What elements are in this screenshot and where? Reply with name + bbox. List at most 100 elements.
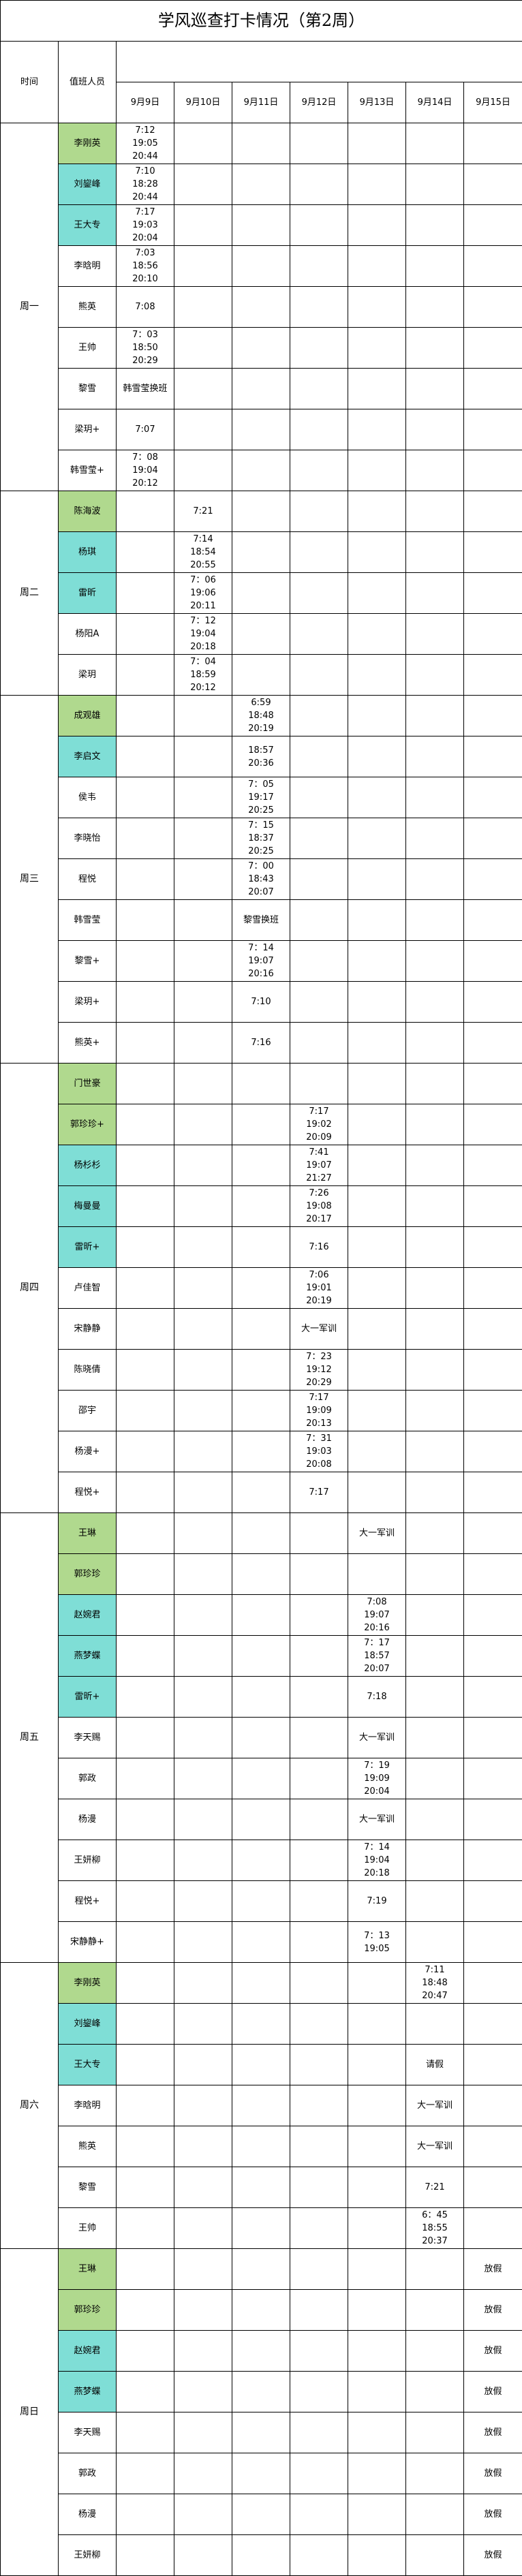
- staff-name-cell: 王帅: [58, 327, 117, 369]
- checkin-cell: [116, 2044, 174, 2085]
- checkin-cell: [232, 1431, 290, 1472]
- checkin-cell: [405, 2371, 464, 2412]
- staff-name-cell: 王大专: [58, 2044, 117, 2085]
- checkin-cell: [463, 1022, 522, 1064]
- table-row: 周一 李刚英 7:12 19:05 20:44: [0, 123, 522, 491]
- checkin-cell: [290, 1512, 348, 1554]
- checkin-cell: [348, 572, 406, 614]
- checkin-cell: [463, 2044, 522, 2085]
- checkin-cell: [174, 327, 232, 369]
- checkin-cell: [463, 572, 522, 614]
- checkin-cell: [405, 450, 464, 491]
- checkin-cell: 7：08 19:04 20:12: [116, 450, 174, 491]
- table-row: 程悦 7：00 18:43 20:07: [1, 858, 522, 900]
- checkin-cell: [232, 2289, 290, 2331]
- checkin-cell: [348, 2412, 406, 2453]
- header-blank-cell: [115, 41, 522, 82]
- checkin-cell: 请假: [405, 2044, 464, 2085]
- checkin-cell: [116, 1512, 174, 1554]
- checkin-cell: [348, 450, 406, 491]
- staff-name-cell: 王妍柳: [58, 2534, 117, 2576]
- checkin-cell: 7:06 19:01 20:19: [290, 1267, 348, 1309]
- checkin-cell: [405, 1431, 464, 1472]
- checkin-cell: [232, 1880, 290, 1922]
- weekday-cell: 周六: [0, 1962, 59, 2249]
- table-row: 郭政 放假: [1, 2453, 522, 2494]
- checkin-cell: [174, 2126, 232, 2167]
- checkin-cell: [116, 2085, 174, 2126]
- weekday-cell: 周三: [0, 695, 59, 1064]
- checkin-cell: [116, 818, 174, 859]
- checkin-cell: [116, 2003, 174, 2045]
- checkin-cell: [405, 531, 464, 573]
- checkin-cell: [116, 1390, 174, 1431]
- checkin-cell: [232, 613, 290, 655]
- checkin-cell: 大一军训: [348, 1512, 406, 1554]
- checkin-cell: [463, 1308, 522, 1350]
- checkin-cell: 放假: [463, 2412, 522, 2453]
- checkin-cell: [405, 1676, 464, 1718]
- checkin-cell: [463, 1226, 522, 1268]
- staff-header: 值班人员: [58, 41, 117, 123]
- staff-name-cell: 李天赐: [58, 1717, 117, 1758]
- checkin-cell: [463, 695, 522, 736]
- checkin-cell: [405, 491, 464, 532]
- checkin-cell: [463, 1185, 522, 1227]
- checkin-cell: [116, 1349, 174, 1391]
- checkin-cell: [405, 1308, 464, 1350]
- checkin-cell: [290, 613, 348, 655]
- checkin-cell: [174, 2003, 232, 2045]
- checkin-cell: [405, 286, 464, 328]
- checkin-cell: [116, 654, 174, 696]
- checkin-cell: [290, 450, 348, 491]
- table-row: 宋静静 大一军训: [1, 1308, 522, 1350]
- checkin-cell: [116, 1226, 174, 1268]
- checkin-cell: 7:17 19:09 20:13: [290, 1390, 348, 1431]
- checkin-cell: [174, 1962, 232, 2004]
- checkin-cell: [174, 1022, 232, 1064]
- checkin-cell: [463, 1594, 522, 1636]
- staff-name-cell: 雷昕+: [58, 1676, 117, 1718]
- checkin-cell: 7：00 18:43 20:07: [232, 858, 290, 900]
- checkin-cell: [232, 2330, 290, 2372]
- staff-name-cell: 门世豪: [58, 1063, 117, 1104]
- table-row: 赵婉君 7:08 19:07 20:16: [1, 1594, 522, 1636]
- checkin-cell: [348, 1185, 406, 1227]
- checkin-cell: [232, 2044, 290, 2085]
- checkin-cell: [232, 1145, 290, 1186]
- checkin-cell: [290, 695, 348, 736]
- checkin-cell: [348, 2003, 406, 2045]
- checkin-cell: [116, 1431, 174, 1472]
- table-row: 梅曼曼 7:26 19:08 20:17: [1, 1185, 522, 1227]
- staff-name-cell: 杨漫: [58, 1799, 117, 1840]
- checkin-cell: [463, 1880, 522, 1922]
- checkin-cell: [116, 2494, 174, 2535]
- checkin-cell: [116, 899, 174, 941]
- table-row: 熊英+ 7:16: [1, 1022, 522, 1064]
- table-row: 侯韦 7：05 19:17 20:25: [1, 777, 522, 818]
- weekday-cell: 周二: [0, 491, 59, 696]
- checkin-cell: [463, 491, 522, 532]
- checkin-cell: [348, 368, 406, 409]
- checkin-cell: [348, 2126, 406, 2167]
- checkin-cell: [174, 1717, 232, 1758]
- checkin-cell: [290, 2494, 348, 2535]
- checkin-cell: 7:03 18:56 20:10: [116, 245, 174, 287]
- staff-name-cell: 成观雄: [58, 695, 117, 736]
- checkin-cell: 7:07: [116, 409, 174, 450]
- checkin-cell: [405, 204, 464, 246]
- checkin-cell: [290, 368, 348, 409]
- checkin-cell: [174, 1226, 232, 1268]
- checkin-cell: [232, 2494, 290, 2535]
- checkin-cell: [232, 2248, 290, 2290]
- staff-name-cell: 杨杉杉: [58, 1145, 117, 1186]
- checkin-cell: [405, 1594, 464, 1636]
- checkin-cell: [116, 2207, 174, 2249]
- date-header: 9月15日: [463, 82, 522, 123]
- checkin-cell: 6:59 18:48 20:19: [232, 695, 290, 736]
- checkin-cell: [116, 1594, 174, 1636]
- table-row: 李天赐 放假: [1, 2412, 522, 2453]
- checkin-cell: [405, 654, 464, 696]
- checkin-cell: [232, 2371, 290, 2412]
- checkin-cell: [174, 1185, 232, 1227]
